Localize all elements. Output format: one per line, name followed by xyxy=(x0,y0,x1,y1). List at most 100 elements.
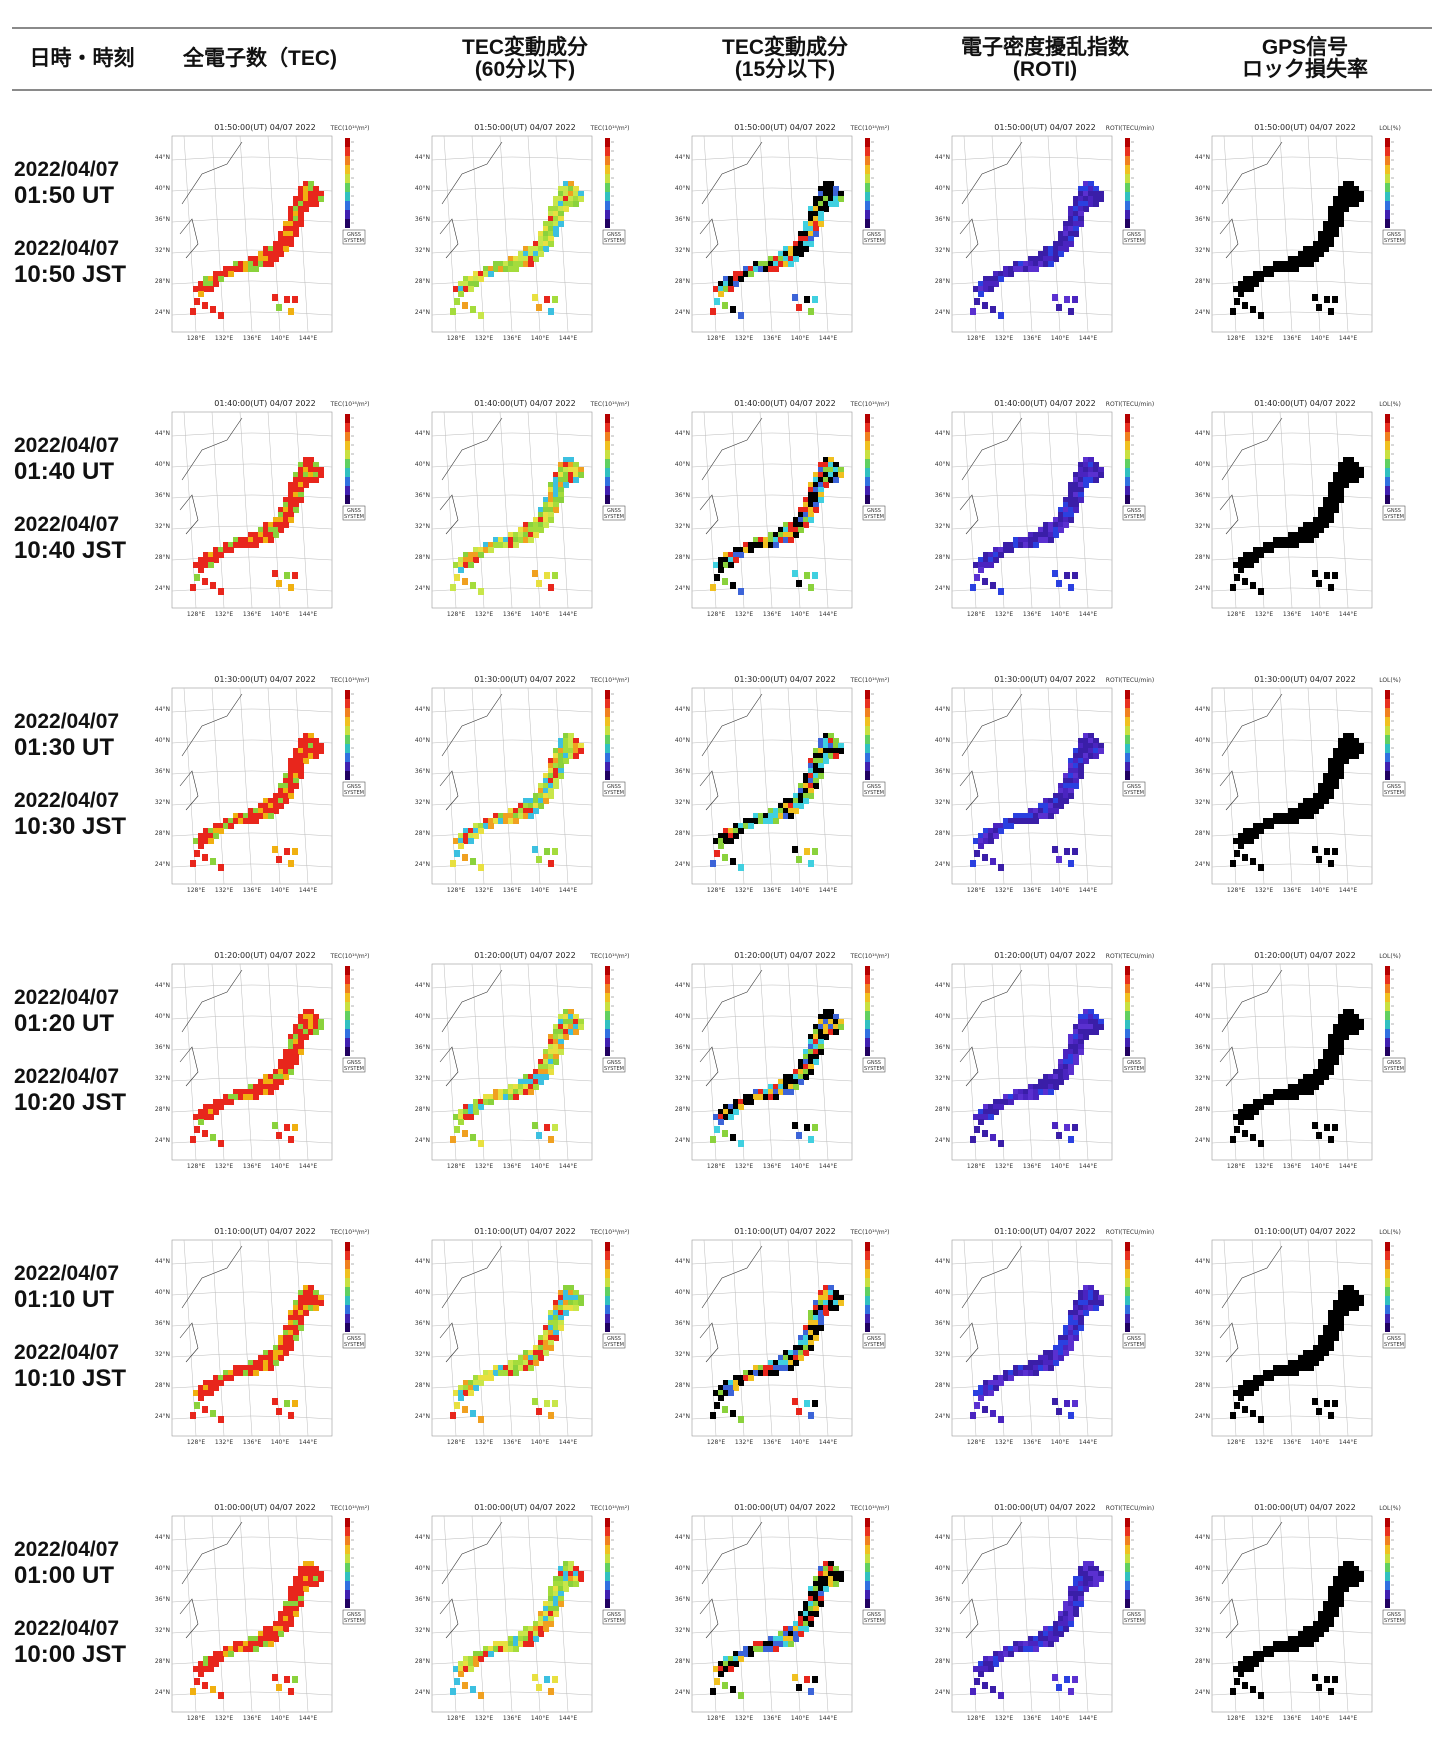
coastline xyxy=(179,693,243,811)
lat-tick-label: 36°N xyxy=(675,1044,690,1051)
lat-tick-label: 28°N xyxy=(415,278,430,285)
colorbar xyxy=(1125,414,1134,504)
coastline xyxy=(179,141,243,259)
lat-tick-label: 40°N xyxy=(1195,461,1210,468)
coastline xyxy=(179,417,243,535)
map-title: 01:20:00(UT) 04/07 2022 xyxy=(1254,951,1355,960)
map-panel-dtec15: 01:10:00(UT) 04/07 2022 TEC(10¹⁶/m²) 44°N 4… xyxy=(670,1224,900,1456)
logo-text-2: SYSTEM xyxy=(864,238,884,244)
lon-tick-label: 144°E xyxy=(1079,1163,1097,1170)
coastline xyxy=(699,141,763,259)
colorbar-unit: LOL(%) xyxy=(1379,677,1401,684)
lat-tick-label: 44°N xyxy=(1195,706,1210,713)
lon-tick-label: 144°E xyxy=(819,1715,837,1722)
logo-text-2: SYSTEM xyxy=(1124,790,1144,796)
logo-text-2: SYSTEM xyxy=(1124,1618,1144,1624)
logo-text-1: GNSS xyxy=(1127,1612,1141,1618)
lon-tick-label: 136°E xyxy=(503,1163,521,1170)
lat-tick-label: 32°N xyxy=(675,799,690,806)
lon-tick-label: 132°E xyxy=(475,1439,493,1446)
lon-tick-label: 136°E xyxy=(1283,335,1301,342)
data-points xyxy=(1230,181,1364,319)
header-dtec60-line2: (60分以下) xyxy=(474,58,576,81)
lat-tick-label: 36°N xyxy=(935,492,950,499)
logo-text-1: GNSS xyxy=(347,232,361,238)
lon-tick-label: 144°E xyxy=(299,1163,317,1170)
lon-tick-label: 144°E xyxy=(299,1715,317,1722)
lon-tick-label: 132°E xyxy=(475,887,493,894)
jst-time: 10:50 JST xyxy=(14,261,127,288)
lon-tick-label: 128°E xyxy=(707,1439,725,1446)
lat-tick-label: 32°N xyxy=(1195,1627,1210,1634)
lat-tick-label: 40°N xyxy=(935,1013,950,1020)
coastline xyxy=(1219,1245,1283,1363)
lat-tick-label: 44°N xyxy=(415,430,430,437)
lon-tick-label: 136°E xyxy=(1283,1163,1301,1170)
lon-tick-label: 140°E xyxy=(791,335,809,342)
map-figure: 01:20:00(UT) 04/07 2022 TEC(10¹⁶/m²) 44°N 4… xyxy=(155,951,370,1170)
lat-tick-label: 32°N xyxy=(1195,799,1210,806)
map-graticule xyxy=(951,687,1113,885)
lat-tick-label: 36°N xyxy=(1195,492,1210,499)
map-figure: 01:10:00(UT) 04/07 2022 TEC(10¹⁶/m²) 44°N 4… xyxy=(155,1227,370,1446)
lat-tick-label: 32°N xyxy=(155,1075,170,1082)
colorbar xyxy=(1125,966,1134,1056)
lat-tick-label: 44°N xyxy=(415,1258,430,1265)
map-figure: 01:30:00(UT) 04/07 2022 TEC(10¹⁶/m²) 44°N 4… xyxy=(155,675,370,894)
data-points xyxy=(710,457,844,595)
lat-tick-label: 28°N xyxy=(415,830,430,837)
map-graticule xyxy=(1211,1515,1373,1713)
data-points xyxy=(710,181,844,319)
lon-tick-label: 136°E xyxy=(763,611,781,618)
jst-date: 2022/04/07 xyxy=(14,1341,120,1364)
map-figure: 01:20:00(UT) 04/07 2022 LOL(%) 44°N 40°N 36°… xyxy=(1195,951,1406,1170)
map-title: 01:40:00(UT) 04/07 2022 xyxy=(214,399,315,408)
colorbar-unit: LOL(%) xyxy=(1379,953,1401,960)
lon-tick-label: 140°E xyxy=(791,1715,809,1722)
lon-tick-label: 128°E xyxy=(187,887,205,894)
ut-time: 01:30 UT xyxy=(14,734,115,761)
lat-tick-label: 28°N xyxy=(675,1658,690,1665)
coastline xyxy=(439,417,503,535)
lat-tick-label: 28°N xyxy=(935,1658,950,1665)
colorbar-unit: TEC(10¹⁶/m²) xyxy=(589,401,629,408)
lon-tick-label: 132°E xyxy=(1255,887,1273,894)
lat-tick-label: 40°N xyxy=(935,1289,950,1296)
table-header-rule xyxy=(12,89,1432,91)
logo-text-2: SYSTEM xyxy=(864,1618,884,1624)
data-points xyxy=(190,1561,324,1699)
colorbar-unit: TEC(10¹⁶/m²) xyxy=(589,125,629,132)
lat-tick-label: 40°N xyxy=(1195,1013,1210,1020)
lon-tick-label: 140°E xyxy=(271,611,289,618)
lon-tick-label: 140°E xyxy=(1311,1439,1329,1446)
lat-tick-label: 32°N xyxy=(415,1351,430,1358)
lat-tick-label: 40°N xyxy=(675,1013,690,1020)
colorbar-unit: TEC(10¹⁶/m²) xyxy=(849,401,889,408)
data-points xyxy=(450,181,584,319)
lat-tick-label: 32°N xyxy=(1195,1075,1210,1082)
colorbar xyxy=(1125,690,1134,780)
lon-tick-label: 140°E xyxy=(531,611,549,618)
lon-tick-label: 128°E xyxy=(447,335,465,342)
lon-tick-label: 136°E xyxy=(1023,335,1041,342)
lat-tick-label: 40°N xyxy=(935,1565,950,1572)
colorbar xyxy=(345,414,354,504)
lat-tick-label: 40°N xyxy=(1195,737,1210,744)
lon-tick-label: 136°E xyxy=(763,1163,781,1170)
logo-text-1: GNSS xyxy=(607,784,621,790)
lon-tick-label: 136°E xyxy=(243,1715,261,1722)
logo-text-1: GNSS xyxy=(347,784,361,790)
lat-tick-label: 24°N xyxy=(675,1689,690,1696)
map-panel-dtec15: 01:50:00(UT) 04/07 2022 TEC(10¹⁶/m²) 44°N 4… xyxy=(670,120,900,352)
lat-tick-label: 44°N xyxy=(935,1534,950,1541)
lat-tick-label: 24°N xyxy=(1195,309,1210,316)
lon-tick-label: 132°E xyxy=(215,1715,233,1722)
lon-tick-label: 144°E xyxy=(559,335,577,342)
logo-text-1: GNSS xyxy=(1387,1060,1401,1066)
lat-tick-label: 32°N xyxy=(675,1627,690,1634)
lon-tick-label: 140°E xyxy=(531,887,549,894)
lat-tick-label: 44°N xyxy=(155,982,170,989)
lon-tick-label: 144°E xyxy=(1339,1163,1357,1170)
coastline xyxy=(1219,969,1283,1087)
